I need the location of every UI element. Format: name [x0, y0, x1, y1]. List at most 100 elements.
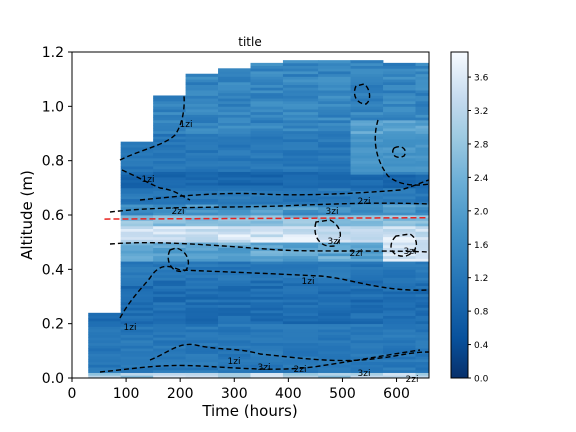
heatmap-cell: [350, 166, 384, 170]
heatmap-cell: [415, 326, 429, 330]
heatmap-cell: [415, 315, 429, 319]
heatmap-cell: [350, 318, 384, 322]
heatmap-cell: [350, 331, 384, 335]
heatmap-cell: [185, 185, 219, 189]
heatmap-cell: [120, 147, 154, 151]
heatmap-cell: [185, 182, 219, 186]
heatmap-cell: [250, 225, 284, 229]
heatmap-cell: [250, 90, 284, 94]
heatmap-cell: [250, 329, 284, 333]
heatmap-cell: [153, 144, 186, 148]
heatmap-cell: [350, 250, 384, 254]
heatmap-cell: [120, 168, 154, 172]
heatmap-cell: [318, 182, 351, 186]
heatmap-cell: [415, 310, 429, 314]
heatmap-cell: [318, 236, 351, 240]
heatmap-cell: [185, 353, 219, 357]
heatmap-cell: [318, 318, 351, 322]
heatmap-cell: [250, 68, 284, 72]
heatmap-cell: [218, 269, 251, 273]
heatmap-cell: [318, 133, 351, 137]
heatmap-cell: [350, 323, 384, 327]
heatmap-cell: [185, 163, 219, 167]
heatmap-cell: [282, 62, 319, 66]
heatmap-cell: [282, 98, 319, 102]
heatmap-cell: [318, 187, 351, 191]
heatmap-cell: [153, 266, 186, 270]
colorbar-tick-label: 2.0: [474, 207, 489, 217]
heatmap-cell: [415, 234, 429, 238]
heatmap-cell: [282, 117, 319, 121]
heatmap-cell: [350, 247, 384, 251]
heatmap-cell: [88, 329, 122, 333]
heatmap-cell: [250, 84, 284, 88]
heatmap-cell: [383, 176, 416, 181]
heatmap-cell: [318, 369, 351, 373]
heatmap-cell: [383, 263, 416, 268]
heatmap-cell: [282, 160, 319, 164]
heatmap-cell: [185, 301, 219, 306]
heatmap-cell: [153, 195, 186, 200]
heatmap-cell: [383, 310, 416, 314]
heatmap-cell: [282, 250, 319, 254]
heatmap-cell: [318, 239, 351, 243]
heatmap-cell: [415, 312, 429, 316]
heatmap-cell: [218, 223, 251, 227]
contour-mid-blob: [314, 219, 341, 247]
heatmap-cell: [250, 81, 284, 85]
heatmap-cell: [185, 345, 219, 349]
heatmap-cell: [318, 111, 351, 115]
heatmap-cell: [218, 168, 251, 172]
heatmap-cell: [185, 261, 219, 265]
x-tick-label: 300: [221, 386, 248, 402]
heatmap-cell: [250, 255, 284, 259]
heatmap-cell: [153, 307, 186, 311]
heatmap-cell: [383, 195, 416, 200]
heatmap-cell: [153, 372, 186, 376]
heatmap-cell: [250, 326, 284, 330]
heatmap-cell: [415, 296, 429, 300]
heatmap-cell: [383, 361, 416, 365]
heatmap-cell: [415, 201, 429, 205]
heatmap-cell: [383, 119, 416, 124]
heatmap-cell: [120, 166, 154, 170]
heatmap-cell: [218, 76, 251, 80]
heatmap-cell: [318, 62, 351, 66]
heatmap-cell: [318, 73, 351, 77]
heatmap-cell: [250, 114, 284, 118]
heatmap-cell: [318, 282, 351, 287]
heatmap-cell: [185, 92, 219, 96]
heatmap-cell: [250, 111, 284, 115]
heatmap-cell: [153, 296, 186, 300]
heatmap-cell: [153, 348, 186, 352]
heatmap-cell: [383, 291, 416, 295]
heatmap-cell: [415, 269, 429, 273]
heatmap-cell: [218, 206, 251, 210]
heatmap-cell: [250, 285, 284, 289]
heatmap-cell: [282, 223, 319, 227]
heatmap-cell: [415, 301, 429, 306]
heatmap-cell: [120, 201, 154, 205]
heatmap-cell: [415, 90, 429, 94]
contour-label: 2zi: [406, 375, 419, 385]
heatmap-cell: [318, 367, 351, 371]
heatmap-cell: [153, 149, 186, 153]
heatmap-cell: [350, 174, 384, 178]
heatmap-cell: [318, 84, 351, 88]
heatmap-cell: [218, 79, 251, 83]
heatmap-cell: [120, 280, 154, 284]
heatmap-cell: [153, 182, 186, 186]
heatmap-cell: [318, 92, 351, 96]
heatmap-cell: [415, 261, 429, 265]
heatmap-cell: [282, 125, 319, 129]
heatmap-cell: [153, 364, 186, 368]
heatmap-cell: [318, 258, 351, 262]
heatmap-cell: [250, 215, 284, 219]
heatmap-cell: [185, 76, 219, 80]
heatmap-cell: [383, 125, 416, 129]
heatmap-cell: [282, 185, 319, 189]
heatmap-cell: [185, 364, 219, 368]
heatmap-cell: [185, 342, 219, 346]
heatmap-cell: [282, 71, 319, 75]
heatmap-cell: [383, 364, 416, 368]
